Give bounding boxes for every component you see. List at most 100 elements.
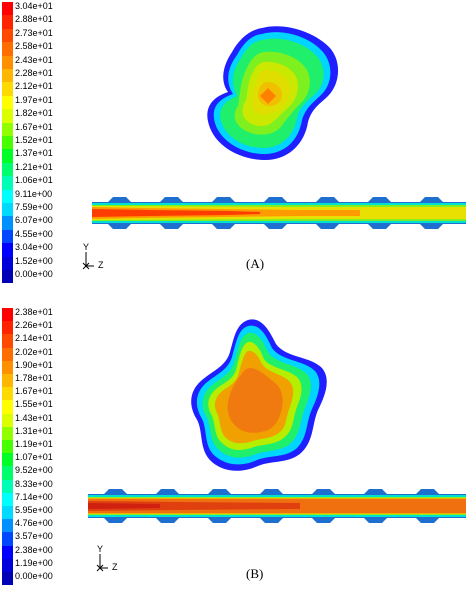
legend-label: 1.06e+01 [15,175,53,186]
legend-label: 1.19e+01 [15,439,53,449]
legend-swatch [2,453,13,467]
legend-swatch [2,95,13,110]
legend-label: 7.59e+00 [15,202,53,212]
legend-swatch [2,479,13,493]
legend-swatch [2,15,13,29]
legend-swatch [2,360,13,374]
legend-label: 0.00e+00 [15,269,53,279]
legend-label: 3.04e+00 [15,242,53,253]
legend-swatch [2,203,13,217]
legend-swatch [2,413,13,427]
legend-swatch [2,229,13,244]
legend-swatch [2,334,13,348]
legend-swatch [2,243,13,257]
axial-section-b [88,489,466,523]
axis-label-z: Z [98,260,104,270]
legend-swatch [2,162,13,177]
legend-label: 6.07e+00 [15,215,53,226]
contour-panel-a: 3.04e+01 2.88e+01 2.73e+01 2.58e+01 2.43e+01… [2,1,466,284]
legend-swatch [2,426,13,440]
legend-swatch [2,440,13,454]
legend-swatch [2,308,13,322]
legend-swatch [2,109,13,123]
legend-label: 1.82e+01 [15,108,53,119]
legend-swatch [2,189,13,203]
contour-panel-b: 2.38e+01 2.26e+01 2.14e+01 2.02e+01 1.90e+01… [0,306,467,589]
legend-swatch [2,149,13,163]
legend-label: 1.21e+01 [15,161,53,172]
legend-label: 4.76e+00 [15,518,53,529]
legend-label: 2.88e+01 [15,14,53,25]
legend-swatch [2,136,13,150]
legend-label: 1.43e+01 [15,412,53,423]
legend-label: 4.55e+00 [15,228,53,239]
legend-swatch [2,82,13,96]
legend-swatch [2,558,13,572]
legend-swatch [2,28,13,43]
cross-section-a [207,26,339,160]
legend-label: 1.90e+01 [15,359,53,370]
legend-label: 2.14e+01 [15,333,53,344]
legend-label: 1.19e+00 [15,557,53,568]
legend-label: 1.67e+01 [15,386,53,397]
legend-swatch [2,387,13,401]
axis-triad-a: Y Z [76,242,116,276]
legend-label: 1.31e+01 [15,425,53,436]
legend-label: 2.38e+00 [15,544,53,555]
legend-swatch [2,270,13,284]
legend-swatch [2,545,13,559]
legend-swatch [2,572,13,586]
legend-label: 3.04e+01 [15,1,53,11]
legend-label: 1.67e+01 [15,121,53,132]
contour-plot-b [88,319,466,523]
legend-swatch [2,374,13,388]
legend-swatch [2,69,13,83]
legend-swatch [2,122,13,136]
legend-swatch [2,55,13,69]
legend-label: 2.73e+01 [15,27,53,38]
legend-swatch [2,42,13,56]
contour-plot-a [92,26,466,229]
legend-swatch [2,492,13,506]
legend-swatch [2,256,13,270]
legend-label: 1.52e+01 [15,135,53,145]
legend-label: 2.58e+01 [15,41,53,52]
legend-swatch [2,176,13,190]
legend-label: 1.55e+01 [15,399,53,410]
legend-label: 1.52e+00 [15,255,53,266]
cross-section-b [191,319,327,471]
axis-label-y: Y [97,544,104,554]
legend-label: 1.07e+01 [15,452,53,463]
legend-label: 1.37e+01 [15,148,53,159]
axis-label-y: Y [83,242,90,252]
legend-label: 9.11e+00 [15,188,53,199]
legend-label: 1.78e+01 [15,373,53,383]
legend-label: 5.95e+00 [15,505,53,515]
caption-a: (A) [246,256,265,271]
legend-label: 1.97e+01 [15,94,53,105]
legend-swatch [2,347,13,361]
legend-label: 3.57e+00 [15,531,53,542]
legend-swatch [2,519,13,533]
caption-b: (B) [246,566,264,581]
legend-label: 2.02e+01 [15,346,53,357]
legend-label: 8.33e+00 [15,478,53,489]
legend-swatch [2,466,13,480]
legend-label: 9.52e+00 [15,465,53,476]
legend-label: 2.28e+01 [15,68,53,78]
legend-label: 2.43e+01 [15,54,53,65]
legend-label: 2.26e+01 [15,320,53,331]
legend-swatch [2,532,13,546]
axis-triad-b: Y Z [90,544,130,576]
legend-label: 7.14e+00 [15,491,53,502]
axial-section-a [92,197,466,229]
axis-label-z: Z [112,562,118,572]
legend-swatch [2,2,13,16]
legend-swatch [2,321,13,335]
legend-label: 2.12e+01 [15,81,53,92]
legend-swatch [2,400,13,414]
legend-swatch [2,506,13,520]
legend-label: 2.38e+01 [15,307,53,317]
legend-swatch [2,216,13,230]
legend-label: 0.00e+00 [15,571,53,581]
